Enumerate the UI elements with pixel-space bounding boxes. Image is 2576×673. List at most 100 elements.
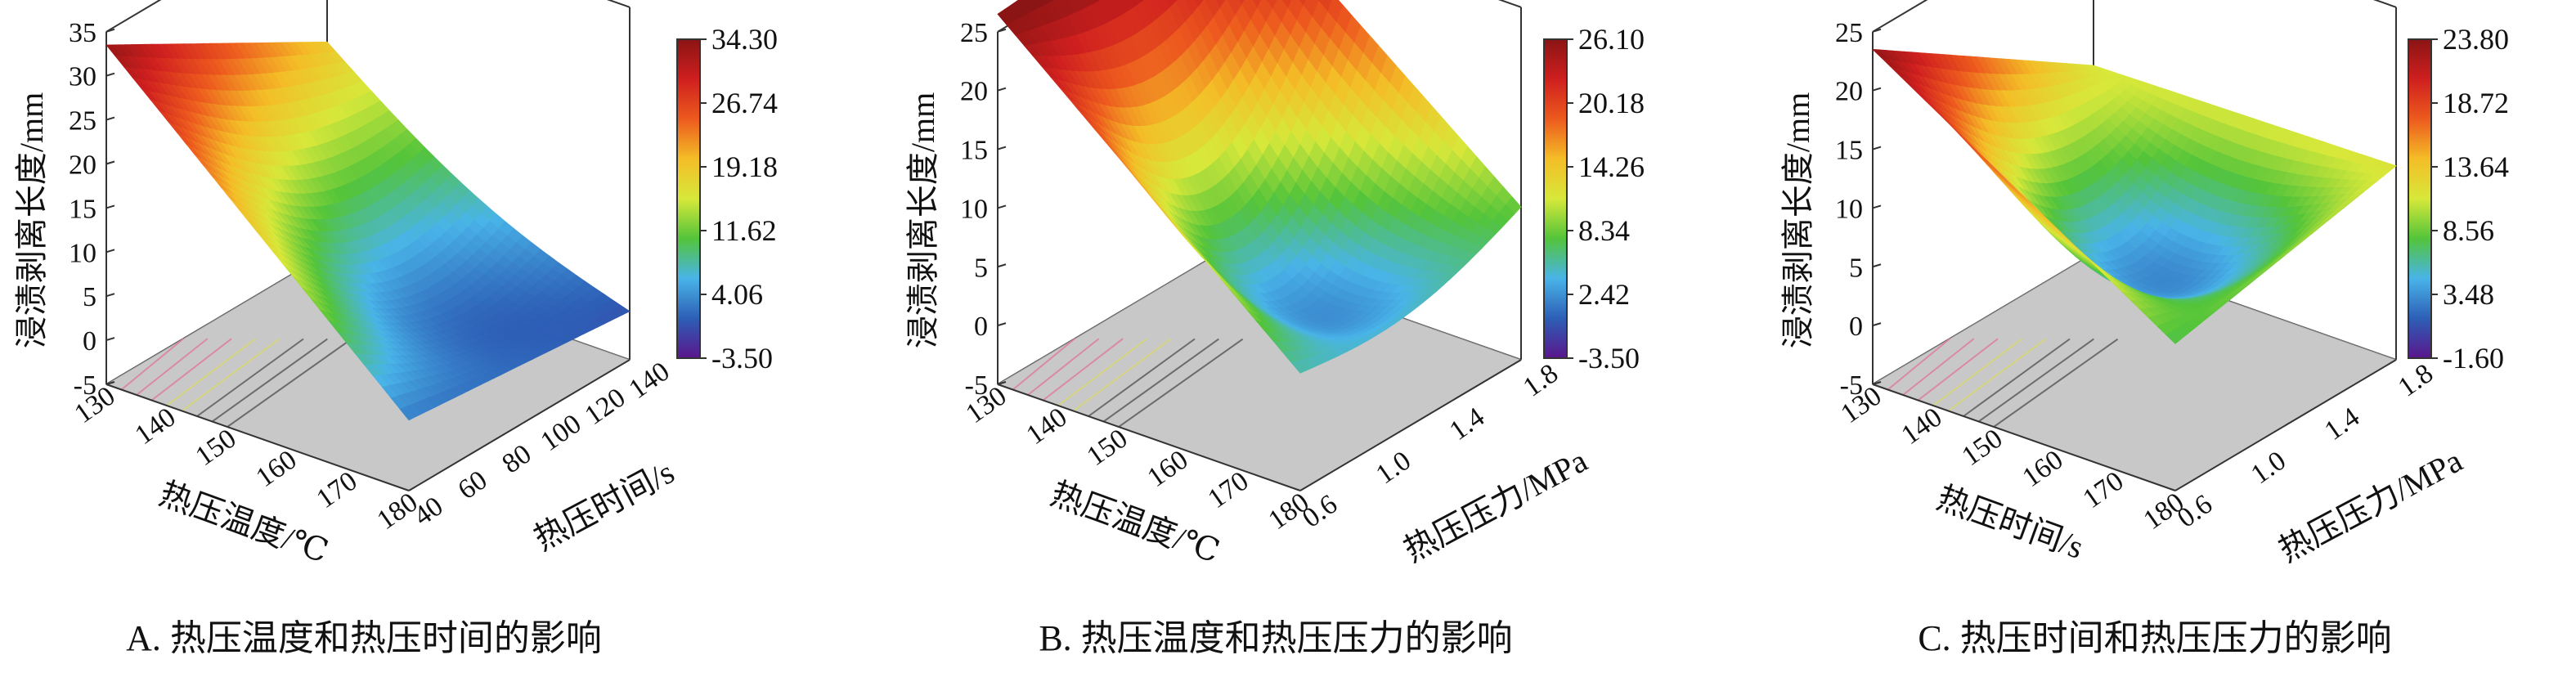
x-tick-label: 140 [1021,402,1072,451]
axis-line-x [997,384,1301,491]
floor-contour-line [227,338,352,428]
floor-contours [120,338,352,428]
z-tick-label: -5 [965,370,988,401]
x-tick-label: 150 [1956,424,2008,473]
z-tick [997,263,1007,268]
x-tick-label: 160 [250,445,302,494]
x-tick-label: 140 [129,402,181,451]
y-tick-label: 1.0 [1371,446,1416,491]
z-tick-label: 15 [960,136,988,166]
z-tick [105,293,115,298]
x-tick-label: 140 [1896,402,1947,451]
colorbar-tick-label: 4.06 [711,278,763,311]
z-tick [1872,146,1882,150]
z-tick-label: 5 [974,253,988,283]
floor-contour-line [1057,338,1148,406]
response-surface [1871,48,2397,344]
x-axis-label: 热压温度/℃ [1046,475,1224,570]
floor-contour-line [1042,338,1124,402]
colorbar-tick-label: 26.74 [711,87,778,119]
y-tick-label: 80 [496,438,536,479]
z-tick [105,337,115,342]
floor-contour-line [181,338,280,412]
y-tick-label: 120 [579,383,631,432]
box-edge [1872,0,1928,33]
z-tick [997,146,1007,150]
surface-facet [1290,360,1308,374]
z-axis-label: 浸渍剥离长度/mm [904,92,941,348]
z-tick [997,381,1007,385]
y-axis-label: 热压压力/MPa [2273,442,2468,569]
floor-contour-line [1027,338,1100,396]
floor-contour-line [211,338,328,423]
z-tick-label: 10 [1835,194,1863,224]
z-tick [997,87,1007,92]
x-tick-label: 170 [1202,466,1254,515]
z-tick-label: 0 [974,312,988,342]
y-axis-label: 热压时间/s [528,453,680,557]
z-tick-label: 20 [1835,77,1863,107]
axis-line-y [408,359,631,491]
z-tick-label: 20 [69,150,96,181]
colorbar-bar [2408,38,2432,359]
y-tick-label: 1.4 [1444,402,1490,446]
x-tick-label: 150 [1081,424,1133,473]
y-tick-label: 1.4 [2319,402,2365,446]
colorbar: 26.10 20.18 14.26 8.34 2.42 -3.50 [1543,23,1645,375]
z-tick [1872,263,1882,268]
colorbar-tick-label: -3.50 [1578,342,1640,375]
z-tick [105,381,115,385]
colorbar-tick-label: 8.34 [1578,214,1630,247]
y-tick-label: 0.6 [2172,489,2218,534]
x-axis-label: 热压时间/s [1932,479,2089,566]
axis-line-x [105,384,410,491]
z-tick-label: 15 [69,194,96,224]
caption-a: A. 热压温度和热压时间的影响 [126,618,602,658]
surface-facet [399,406,416,421]
colorbar-tick-label: 19.18 [711,150,778,183]
z-tick [105,28,115,33]
x-axis-label: 热压温度/℃ [155,475,333,570]
y-tick-label: 1.8 [1518,358,1564,403]
floor-contour-line [1088,338,1196,417]
floor-contour-line [196,338,304,417]
z-tick-label: 35 [69,18,96,48]
floor-contour-line [150,338,232,402]
x-tick-label: 160 [1142,445,1193,494]
colorbar-tick-label: 3.48 [2443,278,2494,311]
y-tick-label: 140 [623,357,675,406]
z-tick-label: 10 [69,238,96,268]
z-tick [1872,322,1882,327]
z-tick [105,249,115,253]
z-tick-label: -5 [74,370,96,401]
floor-contour-line [120,338,185,391]
colorbar-tick-label: 11.62 [711,214,777,247]
box-edge [105,0,162,33]
z-tick-label: 0 [83,326,96,357]
floor-contour-line [1072,338,1172,412]
floor-contour-line [136,338,209,396]
z-tick-label: 25 [69,106,96,137]
response-surface [105,41,631,421]
box-edge [2372,0,2397,8]
colorbar-bar [676,38,701,359]
colorbar-tick-label: 8.56 [2443,214,2494,247]
z-tick-label: 25 [960,18,988,48]
z-tick [997,322,1007,327]
axis-line-y [1299,359,1522,491]
z-tick-label: 15 [1835,136,1863,166]
colorbar-tick-label: 14.26 [1578,150,1645,183]
z-tick [105,204,115,209]
z-tick-label: 25 [1835,18,1863,48]
colorbar: 23.80 18.72 13.64 8.56 3.48 -1.60 [2408,23,2509,375]
colorbar-tick-label: 13.64 [2443,150,2509,183]
z-tick [997,204,1007,209]
z-tick-label: 20 [960,77,988,107]
colorbar-tick-label: 23.80 [2443,23,2509,56]
z-axis-ticks: 35 30 25 20 15 10 5 0 -5 [69,18,115,401]
